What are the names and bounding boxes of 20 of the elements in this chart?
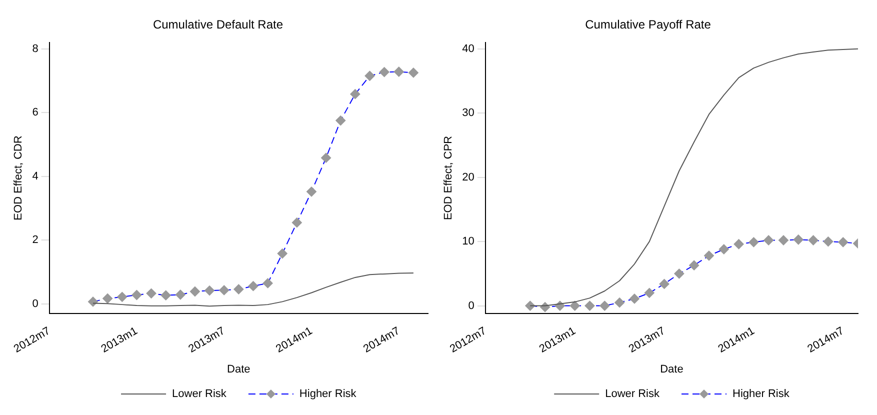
y-tick-label: 0	[32, 298, 38, 310]
y-tick-label: 10	[462, 236, 474, 248]
x-axis-title: Date	[660, 363, 684, 376]
y-tick-label: 0	[468, 300, 474, 312]
x-axis-title: Date	[227, 363, 250, 376]
y-tick-label: 4	[32, 170, 38, 182]
y-tick-label: 6	[32, 106, 38, 119]
y-tick-label: 2	[32, 234, 38, 246]
legend-label: Higher Risk	[299, 388, 357, 400]
y-axis-title: EOD Effect, CPR	[442, 136, 455, 220]
y-tick-label: 30	[462, 107, 474, 120]
y-tick-label: 8	[32, 42, 38, 55]
legend-label: Higher Risk	[732, 388, 790, 400]
legend-label: Lower Risk	[172, 388, 227, 400]
y-tick-label: 40	[462, 42, 474, 55]
legend-label: Lower Risk	[605, 388, 660, 400]
chart-title: Cumulative Default Rate	[152, 18, 284, 32]
y-tick-label: 20	[462, 171, 474, 184]
chart-title: Cumulative Payoff Rate	[585, 18, 712, 32]
y-axis-title: EOD Effect, CDR	[12, 136, 25, 220]
